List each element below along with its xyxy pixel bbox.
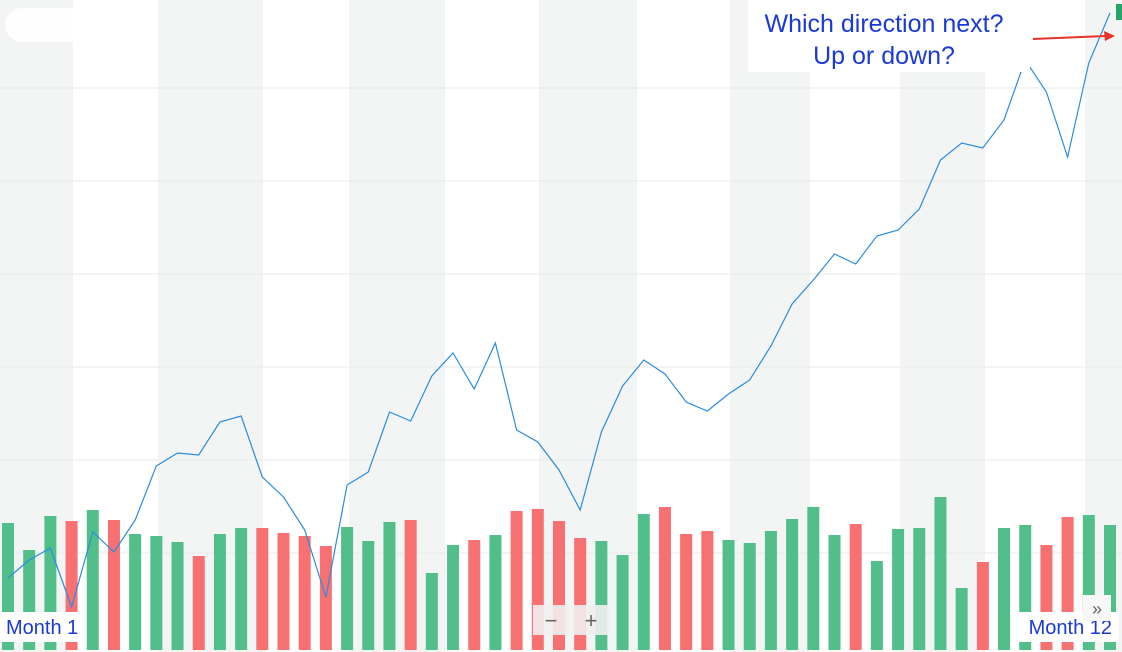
- zoom-out-button[interactable]: [533, 605, 569, 635]
- volume-bar: [786, 519, 799, 650]
- volume-bar: [235, 528, 248, 650]
- annotation-arrow: [1032, 35, 1107, 40]
- volume-bars: [2, 497, 1116, 650]
- zoom-controls: − + »: [533, 595, 1111, 635]
- volume-bar: [870, 561, 883, 650]
- volume-bar: [955, 588, 968, 650]
- volume-bar: [489, 535, 502, 650]
- volume-bar: [341, 527, 354, 650]
- search-box[interactable]: [5, 8, 155, 42]
- volume-bar: [976, 562, 989, 650]
- volume-bar: [256, 528, 269, 650]
- volume-bar: [213, 534, 226, 650]
- volume-bar: [171, 542, 184, 650]
- volume-bar: [807, 507, 820, 650]
- volume-bar: [616, 555, 629, 650]
- volume-bar: [1019, 525, 1032, 650]
- zoom-in-button[interactable]: [573, 605, 609, 635]
- volume-bar: [425, 573, 438, 650]
- volume-bar: [510, 511, 523, 650]
- volume-bar: [764, 531, 777, 650]
- label-box: [0, 612, 85, 642]
- volume-bar: [319, 546, 332, 650]
- volume-bar: [447, 545, 460, 650]
- volume-bar: [107, 520, 120, 650]
- end-label: Month 12: [1029, 617, 1112, 639]
- annotation-text: Which direction next?: [764, 10, 1003, 38]
- arrow-head: [1104, 31, 1115, 41]
- volume-bar: [658, 507, 671, 650]
- volume-bar: [828, 535, 841, 650]
- volume-bar: [934, 497, 947, 650]
- scroll-button[interactable]: [1083, 595, 1111, 621]
- volume-bar: [86, 510, 99, 650]
- volume-bar: [298, 536, 311, 650]
- volume-bar: [743, 543, 756, 650]
- volume-bar: [468, 540, 481, 650]
- volume-bar: [701, 531, 714, 650]
- volume-bar: [383, 522, 396, 650]
- price-line: [7, 12, 1111, 609]
- volume-bar: [892, 529, 905, 650]
- scroll-label: »: [1092, 599, 1102, 619]
- volume-bar: [362, 541, 375, 650]
- volume-bar: [637, 514, 650, 650]
- zoom-out-label: −: [545, 608, 558, 633]
- price-line: [7, 12, 1111, 609]
- zoom-in-label: +: [585, 608, 598, 633]
- volume-bar: [192, 556, 205, 650]
- volume-bar: [129, 534, 142, 650]
- annotation-box: [748, 0, 1030, 72]
- volume-bar: [849, 524, 862, 650]
- last-marker: [1116, 4, 1122, 20]
- volume-bar: [277, 533, 290, 650]
- volume-bar: [680, 534, 693, 650]
- volume-bar: [998, 528, 1011, 650]
- start-label: Month 1: [6, 617, 78, 639]
- volume-bar: [150, 536, 163, 650]
- volume-bar: [722, 540, 735, 650]
- volume-bar: [913, 528, 926, 650]
- volume-bar: [23, 550, 36, 650]
- annotation-text: Up or down?: [813, 42, 955, 70]
- volume-bar: [404, 520, 417, 650]
